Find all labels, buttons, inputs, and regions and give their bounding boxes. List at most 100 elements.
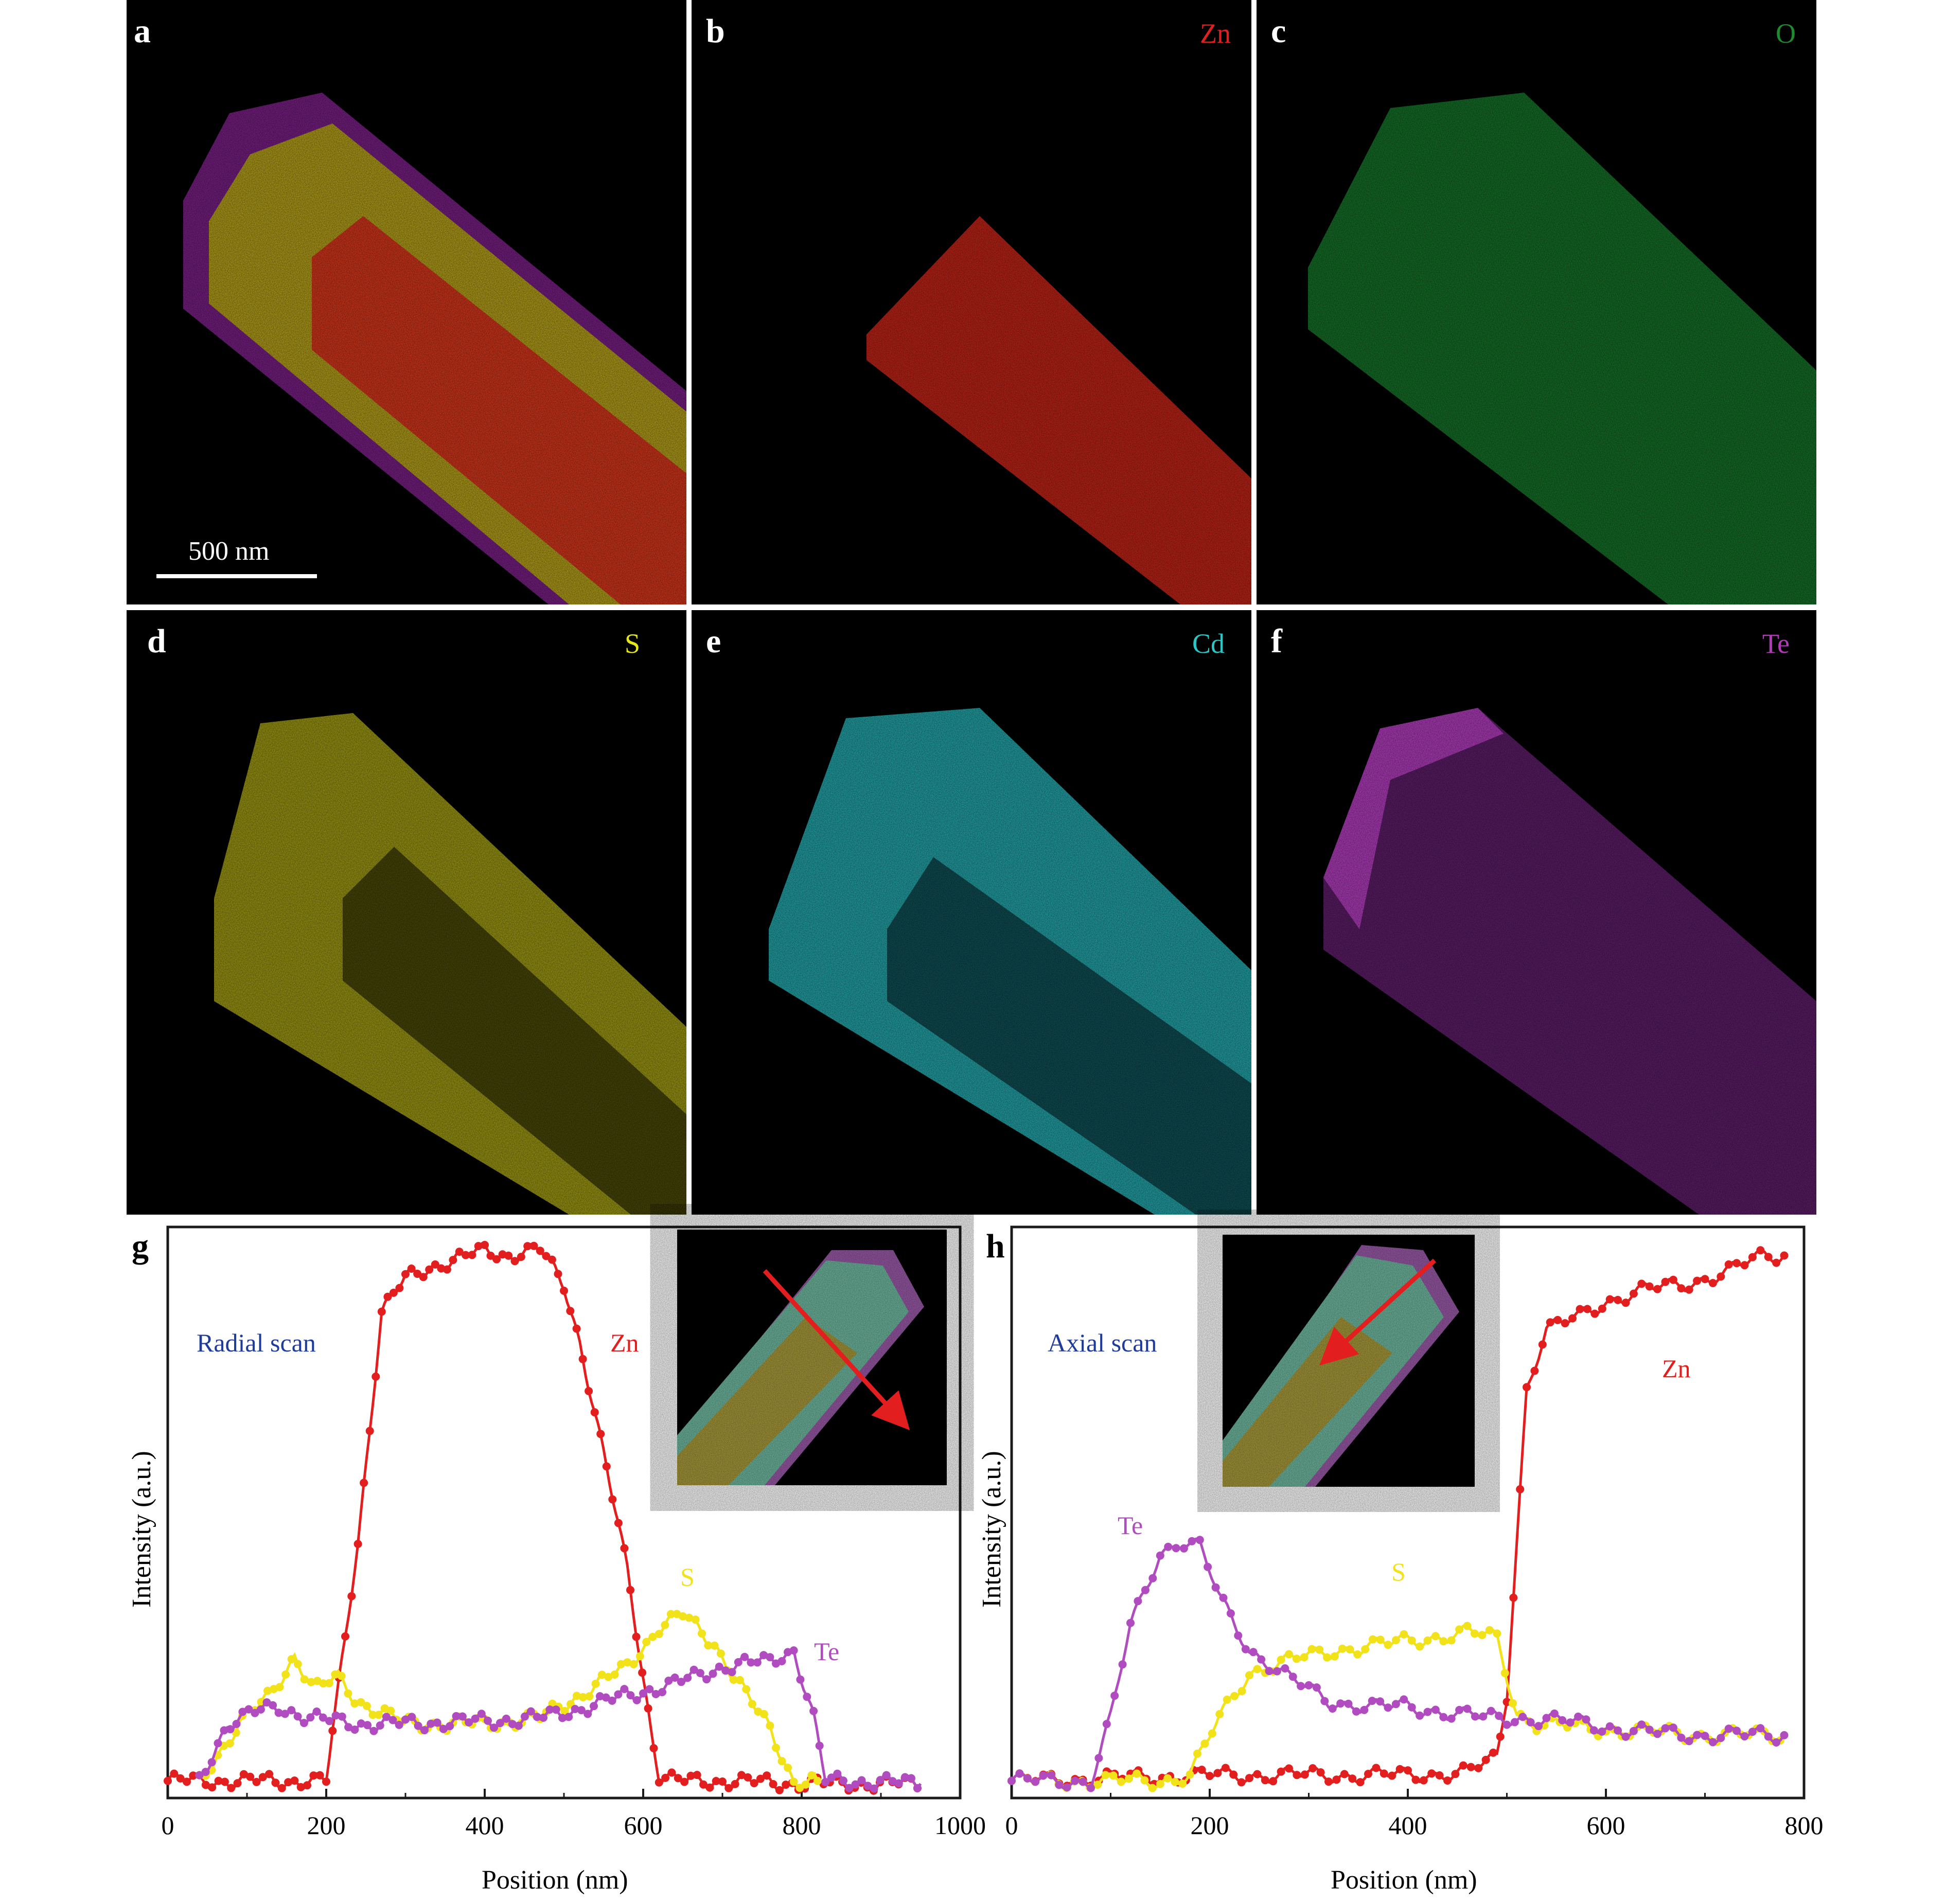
data-point-te	[1724, 1724, 1733, 1733]
data-point-zn	[1309, 1764, 1317, 1773]
data-point-te	[312, 1707, 321, 1716]
data-point-zn	[572, 1324, 581, 1333]
series-label-s: S	[680, 1562, 695, 1591]
data-point-te	[1605, 1722, 1614, 1731]
data-point-s	[1315, 1645, 1324, 1654]
data-point-zn	[674, 1774, 682, 1783]
data-point-te	[408, 1713, 416, 1721]
data-point-zn	[731, 1780, 739, 1788]
data-point-zn	[590, 1408, 599, 1417]
data-point-te	[1102, 1720, 1111, 1729]
data-point-zn	[769, 1780, 777, 1788]
data-point-te	[590, 1702, 598, 1711]
data-point-te	[1447, 1714, 1456, 1723]
data-point-s	[344, 1689, 352, 1698]
data-point-te	[1550, 1709, 1559, 1718]
data-point-zn	[492, 1255, 501, 1264]
data-point-zn	[1372, 1764, 1381, 1772]
data-point-te	[1407, 1703, 1416, 1712]
data-point-zn	[1489, 1748, 1497, 1757]
data-point-te	[900, 1773, 909, 1782]
data-point-te	[1479, 1712, 1488, 1721]
line-plot-h-svg: 0 200 400 600 800	[1005, 1225, 1824, 1840]
data-point-s	[691, 1615, 700, 1624]
data-point-zn	[462, 1251, 470, 1259]
data-point-s	[1193, 1749, 1201, 1758]
data-point-s	[1178, 1780, 1187, 1788]
data-point-te	[280, 1710, 289, 1718]
data-point-te	[677, 1678, 685, 1686]
data-point-te	[1063, 1783, 1071, 1792]
data-point-s	[710, 1641, 719, 1650]
x-tick-label: 400	[1389, 1811, 1427, 1840]
data-point-s	[1416, 1642, 1424, 1651]
element-label: O	[1776, 18, 1796, 49]
data-point-zn	[523, 1242, 532, 1251]
data-point-s	[1156, 1780, 1164, 1788]
data-point-zn	[1466, 1763, 1475, 1771]
element-label: Cd	[1192, 628, 1225, 659]
data-point-te	[1384, 1703, 1392, 1712]
data-point-zn	[443, 1265, 451, 1274]
data-point-te	[894, 1779, 903, 1788]
data-point-te	[1423, 1707, 1432, 1716]
data-point-zn	[756, 1774, 765, 1783]
data-point-zn	[407, 1265, 416, 1273]
data-point-zn	[1561, 1319, 1569, 1328]
data-point-zn	[1481, 1755, 1490, 1764]
data-point-s	[789, 1777, 798, 1786]
series-label-zn: Zn	[610, 1328, 639, 1357]
data-point-s	[642, 1638, 651, 1646]
data-point-s	[1407, 1636, 1416, 1645]
data-point-zn	[1380, 1769, 1388, 1778]
data-point-zn	[328, 1727, 337, 1735]
data-point-te	[363, 1721, 372, 1730]
x-tick-label: 800	[1785, 1811, 1824, 1840]
data-point-zn	[1516, 1485, 1525, 1493]
data-point-te	[526, 1707, 535, 1716]
data-point-zn	[296, 1783, 305, 1791]
map-image-a	[127, 0, 686, 604]
data-point-zn	[1605, 1295, 1614, 1304]
data-point-te	[753, 1658, 762, 1667]
x-tick-label: 800	[783, 1811, 821, 1840]
data-point-te	[1023, 1774, 1032, 1783]
data-point-te	[689, 1665, 698, 1674]
data-point-te	[863, 1782, 872, 1790]
data-point-te	[888, 1777, 897, 1786]
data-point-s	[307, 1678, 315, 1686]
data-point-te	[1518, 1713, 1527, 1721]
data-point-te	[1455, 1705, 1464, 1714]
scan-title: Axial scan	[1048, 1328, 1157, 1357]
data-point-zn	[252, 1777, 261, 1786]
data-point-zn	[220, 1777, 229, 1786]
data-point-te	[1416, 1711, 1424, 1720]
data-point-zn	[1677, 1284, 1686, 1293]
data-point-te	[614, 1690, 623, 1699]
data-point-s	[685, 1613, 694, 1622]
data-point-zn	[183, 1777, 191, 1786]
x-tick-label: 0	[162, 1811, 174, 1840]
data-point-te	[1740, 1732, 1749, 1741]
data-point-s	[1300, 1653, 1309, 1662]
data-point-zn	[724, 1784, 733, 1792]
data-point-zn	[693, 1771, 701, 1780]
y-axis-label: Intensity (a.u.)	[127, 1451, 156, 1608]
data-point-zn	[1645, 1282, 1654, 1291]
data-point-s	[337, 1671, 346, 1680]
panel-letter: c	[1271, 12, 1286, 50]
data-point-te	[913, 1784, 922, 1792]
data-point-zn	[1780, 1251, 1789, 1260]
data-point-s	[679, 1612, 687, 1621]
y-axis-label: Intensity (a.u.)	[977, 1451, 1006, 1608]
data-point-te	[1320, 1697, 1329, 1705]
data-point-s	[704, 1641, 713, 1650]
data-point-zn	[1293, 1771, 1301, 1780]
data-point-zn	[1629, 1289, 1638, 1298]
data-point-zn	[290, 1776, 299, 1785]
data-point-zn	[536, 1247, 544, 1255]
data-point-te	[376, 1721, 384, 1730]
data-point-s	[1285, 1650, 1293, 1659]
series-line-s	[199, 1611, 819, 1789]
data-point-s	[597, 1670, 606, 1679]
